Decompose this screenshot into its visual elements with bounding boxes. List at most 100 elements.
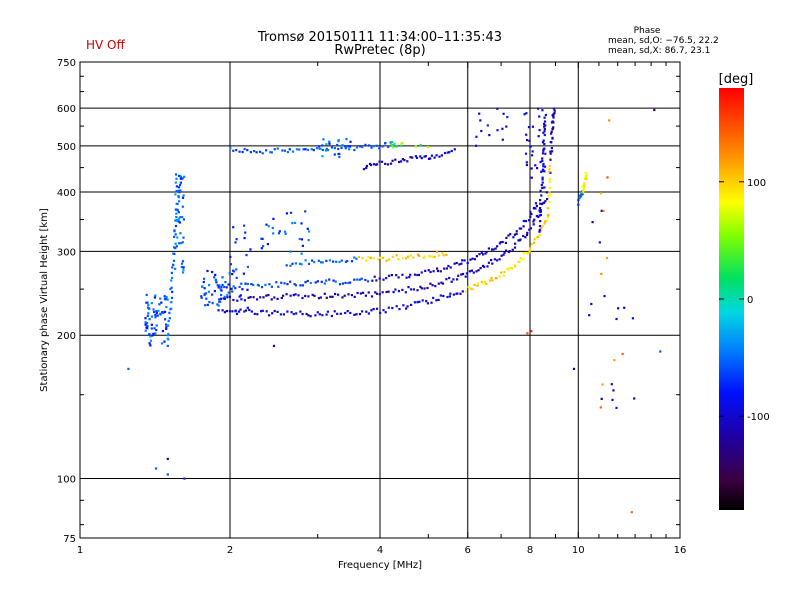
data-point-388	[529, 211, 532, 214]
data-point-854	[211, 270, 214, 274]
data-point-116	[522, 252, 525, 255]
data-point-539	[433, 156, 436, 159]
data-point-846	[213, 290, 216, 293]
data-point-565	[171, 266, 174, 269]
data-point-14	[256, 313, 259, 316]
data-point-324	[382, 278, 385, 281]
data-point-295	[294, 284, 298, 287]
data-point-63	[405, 307, 408, 310]
data-point-852	[202, 280, 205, 284]
data-point-708	[149, 344, 152, 347]
data-point-291	[283, 282, 286, 285]
chart-title: Tromsø 20150111 11:34:00–11:35:43	[257, 30, 502, 45]
data-point-943	[400, 144, 403, 147]
data-point-606	[540, 194, 543, 197]
data-point-280	[250, 283, 253, 286]
data-point-735	[152, 310, 156, 314]
data-point-426	[379, 256, 382, 259]
data-point-632	[543, 125, 546, 128]
data-point-352	[460, 262, 463, 265]
data-point-642	[548, 191, 551, 194]
data-point-296	[299, 284, 302, 287]
data-point-972	[541, 169, 544, 172]
data-point-817	[227, 291, 230, 294]
data-point-751	[154, 332, 157, 335]
data-point-303	[320, 280, 323, 283]
data-point-882	[266, 243, 269, 246]
data-point-967	[529, 145, 532, 148]
data-point-39	[330, 314, 333, 318]
data-point-933	[414, 145, 417, 148]
data-point-766	[145, 293, 148, 296]
data-point-311	[344, 281, 347, 284]
data-point-386	[528, 219, 531, 222]
y-tick-label-4: 400	[57, 188, 76, 199]
data-point-596	[538, 230, 541, 233]
data-point-779	[180, 242, 183, 245]
data-point-306	[328, 278, 331, 281]
data-point-984	[544, 152, 547, 155]
data-point-382	[520, 227, 523, 230]
data-point-93	[480, 280, 483, 283]
data-point-485	[333, 147, 336, 150]
data-point-505	[389, 141, 392, 144]
data-point-500	[378, 147, 381, 150]
data-point-194	[394, 288, 397, 291]
data-point-964	[537, 135, 540, 138]
data-point-819	[214, 273, 217, 276]
data-point-316	[358, 278, 361, 281]
data-point-110	[513, 264, 516, 267]
data-point-281	[252, 283, 255, 287]
data-point-891	[307, 239, 310, 242]
data-point-239	[503, 251, 506, 254]
data-point-728	[160, 301, 163, 304]
data-point-158	[285, 293, 288, 296]
data-point-869	[234, 310, 237, 313]
data-point-129	[541, 225, 544, 228]
data-point-133	[546, 216, 549, 219]
data-point-379	[515, 232, 518, 236]
data-point-285	[264, 283, 267, 286]
data-point-32	[309, 315, 312, 318]
x-tick-label-2: 4	[377, 545, 383, 556]
data-point-90	[473, 283, 476, 286]
data-point-866	[235, 276, 238, 279]
data-point-418	[355, 257, 358, 260]
data-point-710	[164, 318, 167, 321]
data-point-150	[262, 296, 265, 299]
data-point-567	[172, 259, 176, 262]
data-point-15	[260, 310, 263, 313]
data-point-959	[538, 129, 541, 132]
data-point-873	[235, 238, 238, 241]
data-point-108	[508, 266, 511, 270]
data-point-788	[180, 265, 183, 269]
data-point-43	[344, 311, 347, 315]
data-point-167	[313, 294, 316, 297]
data-point-997	[603, 295, 606, 298]
data-point-664	[552, 126, 555, 129]
data-point-55	[379, 311, 382, 314]
data-point-853	[228, 272, 231, 275]
data-point-91	[476, 284, 479, 287]
data-point-41	[336, 312, 339, 315]
data-point-337	[420, 271, 423, 274]
data-point-220	[464, 275, 467, 278]
y-tick-label-1: 100	[57, 475, 76, 486]
data-point-131	[543, 220, 547, 223]
data-point-507	[393, 144, 396, 147]
data-point-183	[362, 291, 365, 294]
data-point-396	[289, 264, 292, 267]
data-point-512	[369, 163, 373, 167]
data-point-880	[260, 247, 263, 250]
data-point-685	[580, 190, 583, 193]
data-point-190	[381, 291, 384, 294]
data-point-758	[146, 301, 149, 304]
data-point-554	[168, 311, 171, 314]
data-point-601	[538, 214, 541, 217]
data-point-344	[439, 270, 442, 273]
data-point-928	[328, 142, 331, 145]
data-point-359	[475, 255, 478, 258]
data-point-198	[407, 286, 410, 289]
data-point-884	[300, 238, 304, 241]
data-point-805	[175, 177, 178, 180]
